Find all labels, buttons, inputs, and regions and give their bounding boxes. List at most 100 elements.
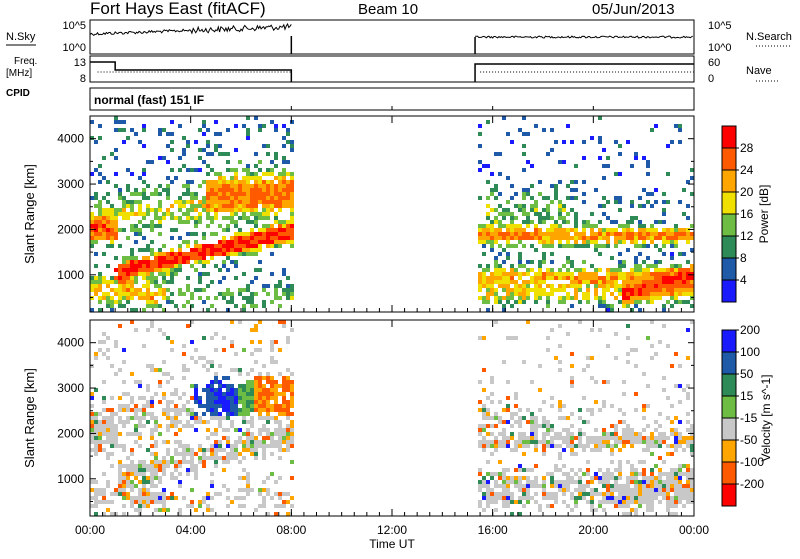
- heatmap-cell: [126, 480, 130, 484]
- heatmap-cell: [490, 392, 494, 396]
- heatmap-cell: [174, 420, 178, 424]
- heatmap-cell: [502, 444, 506, 448]
- heatmap-cell: [574, 504, 578, 508]
- heatmap-cell: [282, 428, 286, 432]
- heatmap-cell: [182, 260, 186, 264]
- heatmap-cell: [514, 272, 518, 276]
- heatmap-cell: [210, 452, 214, 456]
- heatmap-cell: [150, 432, 154, 436]
- heatmap-cell: [670, 404, 674, 408]
- heatmap-cell: [154, 496, 158, 500]
- heatmap-cell: [218, 280, 222, 284]
- heatmap-cell: [190, 180, 194, 184]
- heatmap-cell: [506, 272, 510, 276]
- heatmap-cell: [166, 300, 170, 304]
- heatmap-cell: [178, 396, 182, 400]
- heatmap-cell: [618, 468, 622, 472]
- heatmap-cell: [662, 436, 666, 440]
- heatmap-cell: [614, 296, 618, 300]
- heatmap-cell: [198, 404, 202, 408]
- heatmap-cell: [522, 452, 526, 456]
- heatmap-cell: [130, 496, 134, 500]
- heatmap-cell: [290, 440, 294, 444]
- heatmap-cell: [570, 364, 574, 368]
- heatmap-cell: [642, 436, 646, 440]
- heatmap-cell: [550, 476, 554, 480]
- heatmap-cell: [542, 492, 546, 496]
- heatmap-cell: [90, 296, 94, 300]
- heatmap-cell: [546, 208, 550, 212]
- heatmap-cell: [126, 300, 130, 304]
- heatmap-cell: [90, 284, 94, 288]
- heatmap-cell: [198, 460, 202, 464]
- heatmap-cell: [654, 220, 658, 224]
- heatmap-cell: [290, 120, 294, 124]
- heatmap-cell: [654, 484, 658, 488]
- heatmap-cell: [274, 480, 278, 484]
- heatmap-cell: [138, 396, 142, 400]
- heatmap-cell: [662, 228, 666, 232]
- heatmap-cell: [266, 152, 270, 156]
- heatmap-cell: [138, 248, 142, 252]
- heatmap-cell: [194, 396, 198, 400]
- heatmap-cell: [106, 180, 110, 184]
- heatmap-cell: [558, 404, 562, 408]
- heatmap-cell: [122, 444, 126, 448]
- heatmap-cell: [134, 192, 138, 196]
- heatmap-cell: [566, 428, 570, 432]
- heatmap-cell: [262, 236, 266, 240]
- heatmap-cell: [566, 476, 570, 480]
- heatmap-cell: [530, 496, 534, 500]
- heatmap-cell: [482, 228, 486, 232]
- heatmap-cell: [206, 212, 210, 216]
- heatmap-cell: [514, 192, 518, 196]
- heatmap-cell: [206, 200, 210, 204]
- heatmap-cell: [146, 488, 150, 492]
- heatmap-cell: [686, 216, 690, 220]
- heatmap-cell: [650, 440, 654, 444]
- heatmap-cell: [570, 244, 574, 248]
- heatmap-cell: [618, 300, 622, 304]
- heatmap-cell: [198, 444, 202, 448]
- heatmap-cell: [582, 200, 586, 204]
- heatmap-cell: [154, 208, 158, 212]
- heatmap-cell: [690, 468, 694, 472]
- heatmap-cell: [590, 328, 594, 332]
- heatmap-cell: [602, 244, 606, 248]
- heatmap-cell: [478, 224, 482, 228]
- heatmap-cell: [134, 276, 138, 280]
- heatmap-cell: [534, 420, 538, 424]
- heatmap-cell: [630, 492, 634, 496]
- heatmap-cell: [570, 296, 574, 300]
- heatmap-cell: [122, 292, 126, 296]
- heatmap-cell: [626, 476, 630, 480]
- heatmap-cell: [254, 240, 258, 244]
- heatmap-cell: [154, 256, 158, 260]
- heatmap-cell: [254, 276, 258, 280]
- heatmap-cell: [682, 300, 686, 304]
- heatmap-cell: [478, 380, 482, 384]
- heatmap-cell: [498, 192, 502, 196]
- heatmap-cell: [246, 236, 250, 240]
- heatmap-cell: [162, 244, 166, 248]
- heatmap-cell: [494, 196, 498, 200]
- heatmap-cell: [130, 488, 134, 492]
- heatmap-cell: [110, 304, 114, 308]
- heatmap-cell: [98, 340, 102, 344]
- heatmap-cell: [266, 444, 270, 448]
- heatmap-cell: [154, 280, 158, 284]
- heatmap-cell: [278, 280, 282, 284]
- heatmap-cell: [618, 264, 622, 268]
- heatmap-cell: [114, 236, 118, 240]
- heatmap-cell: [214, 200, 218, 204]
- y-tick-label: 2000: [57, 222, 84, 236]
- heatmap-cell: [174, 424, 178, 428]
- heatmap-cell: [638, 268, 642, 272]
- heatmap-cell: [230, 240, 234, 244]
- heatmap-cell: [602, 276, 606, 280]
- heatmap-cell: [94, 264, 98, 268]
- heatmap-cell: [110, 300, 114, 304]
- heatmap-cell: [478, 296, 482, 300]
- heatmap-cell: [134, 508, 138, 512]
- heatmap-cell: [166, 256, 170, 260]
